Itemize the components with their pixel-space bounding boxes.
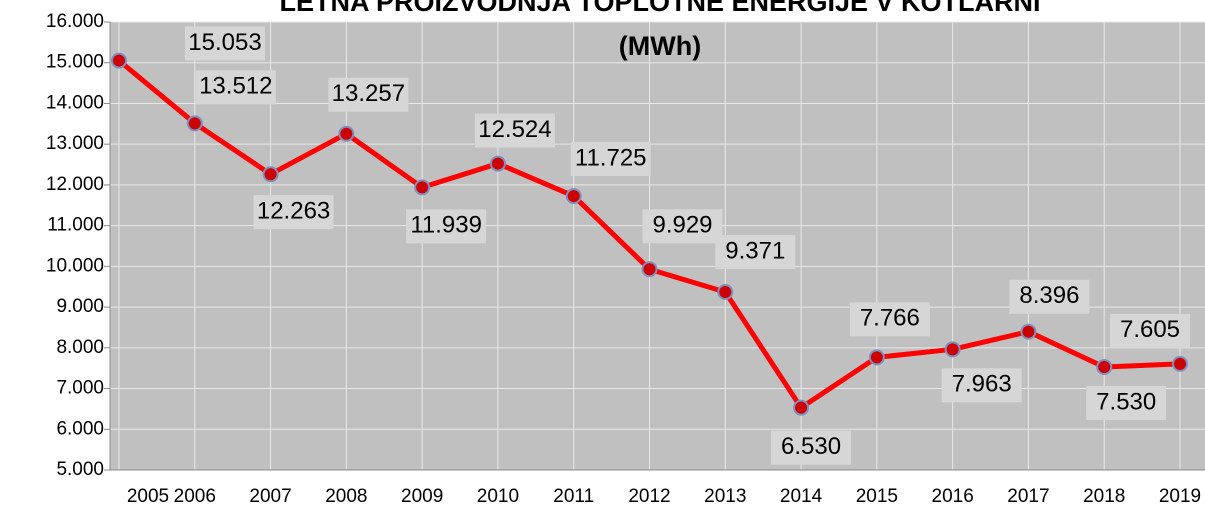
marker — [641, 261, 658, 278]
marker — [565, 188, 582, 205]
value-label: 9.371 — [725, 237, 785, 264]
x-tick-label: 2012 — [628, 486, 670, 507]
value-label-bg — [1009, 279, 1090, 314]
marker — [262, 166, 279, 183]
marker — [1020, 323, 1037, 340]
value-label-bg — [849, 302, 930, 337]
x-tick-label: 2009 — [401, 486, 443, 507]
marker — [868, 349, 885, 366]
value-label: 7.530 — [1096, 388, 1156, 415]
value-label: 7.963 — [952, 371, 1012, 398]
value-label-bg — [715, 234, 796, 269]
marker — [111, 52, 127, 69]
x-tick-label: 2017 — [1007, 486, 1049, 507]
x-tick-label: 2016 — [932, 486, 974, 507]
value-label-bg — [570, 142, 651, 177]
y-tick-label: 7.000 — [56, 378, 104, 399]
value-label: 13.512 — [199, 73, 272, 100]
x-tick-label: 2018 — [1083, 486, 1125, 507]
marker — [944, 341, 961, 358]
y-tick-label: 8.000 — [56, 337, 104, 358]
value-label-bg — [642, 209, 723, 244]
x-tick-label: 2007 — [249, 486, 291, 507]
value-label-bg — [253, 195, 334, 230]
x-tick-label: 2006 — [174, 486, 216, 507]
value-label: 15.053 — [188, 29, 261, 56]
value-label-bg — [1110, 313, 1190, 348]
marker — [793, 399, 810, 416]
x-tick-label: 2014 — [780, 486, 823, 507]
y-tick-label: 14.000 — [46, 92, 104, 113]
y-tick-label: 9.000 — [56, 296, 104, 317]
marker — [338, 125, 355, 142]
marker — [717, 283, 734, 300]
y-tick-label: 6.000 — [56, 418, 104, 439]
value-label: 11.939 — [410, 212, 482, 239]
marker — [489, 155, 506, 172]
y-tick-label: 5.000 — [56, 459, 104, 480]
y-tick-label: 15.000 — [46, 52, 104, 73]
x-tick-label: 2019 — [1159, 486, 1201, 507]
y-tick-label: 11.000 — [47, 215, 104, 236]
x-tick-label: 2011 — [553, 486, 594, 507]
value-label: 9.929 — [652, 212, 712, 239]
value-label-bg — [406, 209, 487, 244]
value-label: 11.725 — [575, 144, 647, 171]
marks: 15.053 13.512 12.263 13.257 11.939 12.524 11.7… — [111, 26, 1190, 465]
marker — [1172, 355, 1188, 372]
value-label: 6.530 — [781, 433, 841, 460]
y-tick-label: 12.000 — [46, 174, 104, 195]
value-label-bg — [474, 113, 555, 148]
value-label-bg — [771, 430, 852, 465]
x-tick-label: 2010 — [477, 486, 519, 507]
plot-area — [110, 22, 1205, 470]
value-label-bg — [185, 26, 265, 61]
chart-subtitle: (MWh) — [619, 31, 701, 61]
x-tick-label: 2005 — [127, 486, 169, 507]
x-tick-label: 2015 — [856, 486, 898, 507]
value-label: 13.257 — [332, 80, 405, 107]
value-label: 12.263 — [257, 198, 330, 225]
value-label-bg — [195, 70, 276, 105]
y-tick-label: 10.000 — [46, 255, 104, 276]
value-label-bg — [328, 77, 409, 112]
value-label: 7.605 — [1120, 316, 1180, 343]
value-label: 12.524 — [478, 116, 551, 143]
y-tick-label: 13.000 — [46, 133, 104, 154]
x-tick-label: 2013 — [704, 486, 746, 507]
y-tick-label: 16.000 — [46, 11, 104, 32]
value-label-bg — [1086, 385, 1167, 420]
chart-title: LETNA PROIZVODNJA TOPLOTNE ENERGIJE V KO… — [279, 0, 1040, 17]
value-label: 7.766 — [860, 305, 920, 332]
value-label: 8.396 — [1019, 282, 1079, 309]
value-label-bg — [941, 368, 1022, 403]
x-tick-label: 2008 — [325, 486, 367, 507]
marker — [1096, 358, 1113, 375]
marker — [414, 179, 431, 196]
marker — [186, 115, 203, 132]
